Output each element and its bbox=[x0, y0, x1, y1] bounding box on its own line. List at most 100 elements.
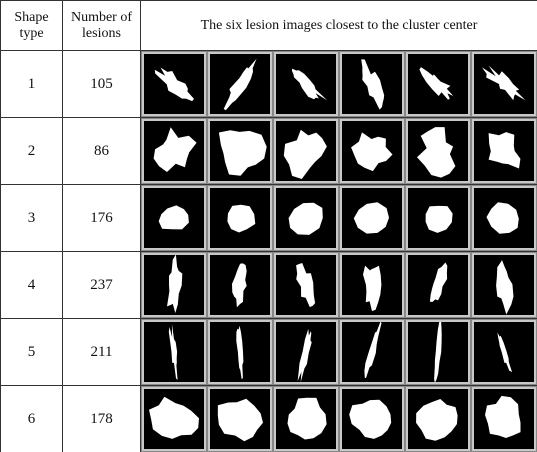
header-row: Shape type Number of lesions The six les… bbox=[0, 0, 537, 51]
lesion-count: 86 bbox=[62, 117, 141, 185]
lesion-shape bbox=[287, 397, 327, 440]
lesion-shape bbox=[497, 332, 512, 373]
image-cell bbox=[206, 385, 273, 452]
lesion-image bbox=[338, 252, 405, 318]
lesion-image bbox=[404, 319, 471, 385]
lesion-image bbox=[206, 118, 273, 184]
lesion-shape bbox=[217, 398, 263, 442]
lesion-image bbox=[470, 118, 537, 184]
lesion-shape bbox=[235, 325, 243, 380]
image-cell bbox=[338, 50, 405, 118]
lesion-image bbox=[338, 319, 405, 385]
lesion-image bbox=[404, 386, 471, 452]
lesion-shape bbox=[291, 68, 327, 101]
lesion-image bbox=[404, 118, 471, 184]
lesion-count: 105 bbox=[62, 50, 141, 118]
lesion-shape bbox=[350, 132, 392, 172]
lesion-shape bbox=[226, 204, 255, 233]
lesion-image bbox=[272, 51, 339, 117]
lesion-image bbox=[470, 185, 537, 251]
lesion-shape bbox=[297, 328, 312, 382]
table-row: 5 211 bbox=[0, 318, 537, 386]
lesion-shape bbox=[154, 67, 194, 102]
image-cell bbox=[404, 318, 471, 386]
image-cell bbox=[140, 251, 207, 319]
lesion-shape bbox=[363, 322, 381, 378]
lesion-image bbox=[140, 319, 207, 385]
image-cell bbox=[206, 184, 273, 252]
lesion-shape bbox=[223, 58, 257, 111]
lesion-image bbox=[140, 185, 207, 251]
image-cell bbox=[338, 251, 405, 319]
image-cell bbox=[470, 50, 537, 118]
lesion-image bbox=[206, 252, 273, 318]
lesion-count: 176 bbox=[62, 184, 141, 252]
header-images: The six lesion images closest to the clu… bbox=[139, 0, 537, 51]
lesion-image bbox=[272, 185, 339, 251]
lesion-shape bbox=[158, 205, 189, 230]
lesion-image bbox=[338, 118, 405, 184]
lesion-shape bbox=[360, 59, 384, 110]
lesion-shape bbox=[168, 323, 178, 380]
lesion-shape bbox=[481, 65, 526, 101]
image-cell bbox=[272, 385, 339, 452]
lesion-shape bbox=[425, 205, 453, 233]
image-cell bbox=[140, 385, 207, 452]
image-cell bbox=[404, 184, 471, 252]
lesion-image bbox=[206, 185, 273, 251]
lesion-image bbox=[140, 118, 207, 184]
lesion-shape bbox=[231, 263, 247, 308]
lesion-image bbox=[140, 51, 207, 117]
image-cell bbox=[338, 385, 405, 452]
image-cell bbox=[338, 117, 405, 185]
shape-type: 4 bbox=[0, 251, 63, 319]
lesion-image bbox=[206, 386, 273, 452]
lesion-image bbox=[206, 51, 273, 117]
lesion-image bbox=[272, 118, 339, 184]
shape-type: 6 bbox=[0, 385, 63, 452]
lesion-image bbox=[404, 185, 471, 251]
lesion-image bbox=[338, 386, 405, 452]
lesion-image bbox=[404, 252, 471, 318]
image-cell bbox=[470, 385, 537, 452]
lesion-image bbox=[272, 319, 339, 385]
image-cell bbox=[470, 117, 537, 185]
image-cell bbox=[206, 318, 273, 386]
shape-type: 3 bbox=[0, 184, 63, 252]
lesion-image bbox=[470, 252, 537, 318]
image-cell bbox=[206, 117, 273, 185]
image-cell bbox=[470, 251, 537, 319]
image-cell bbox=[272, 318, 339, 386]
lesion-shape bbox=[418, 67, 453, 100]
table-row: 4 237 bbox=[0, 251, 537, 319]
lesion-shape bbox=[486, 202, 519, 234]
lesion-shape bbox=[488, 132, 521, 169]
lesion-shape bbox=[148, 396, 199, 439]
image-cell bbox=[404, 50, 471, 118]
lesion-image bbox=[470, 386, 537, 452]
shape-type: 5 bbox=[0, 318, 63, 386]
lesion-image bbox=[338, 185, 405, 251]
image-cell bbox=[140, 184, 207, 252]
lesion-image bbox=[140, 386, 207, 452]
lesion-shape bbox=[283, 129, 327, 179]
lesion-shape bbox=[218, 130, 267, 176]
image-cell bbox=[140, 318, 207, 386]
lesion-shape bbox=[295, 263, 315, 308]
image-cell bbox=[140, 50, 207, 118]
image-cell bbox=[338, 318, 405, 386]
lesion-image bbox=[272, 386, 339, 452]
table-row: 1 105 bbox=[0, 50, 537, 118]
image-cell bbox=[272, 50, 339, 118]
image-cell bbox=[206, 50, 273, 118]
lesion-image bbox=[470, 51, 537, 117]
lesion-shape bbox=[433, 322, 442, 382]
image-cell bbox=[206, 251, 273, 319]
image-cell bbox=[272, 184, 339, 252]
lesion-image bbox=[272, 252, 339, 318]
lesion-count: 211 bbox=[62, 318, 141, 386]
header-shape-type: Shape type bbox=[0, 0, 63, 51]
lesion-image bbox=[140, 252, 207, 318]
lesion-shape bbox=[153, 127, 197, 172]
lesion-image bbox=[338, 51, 405, 117]
